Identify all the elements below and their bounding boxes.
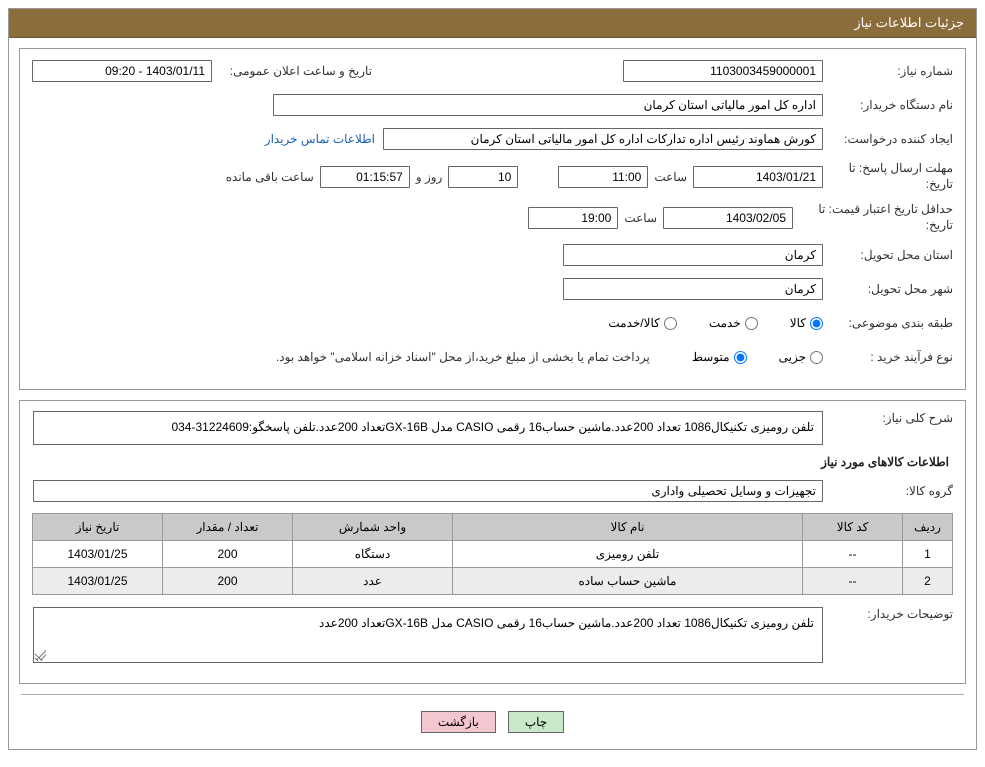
days-label: روز و bbox=[416, 170, 443, 184]
radio-goods-service[interactable]: کالا/خدمت bbox=[608, 316, 676, 330]
reply-hour: 11:00 bbox=[558, 166, 648, 188]
items-section-title: اطلاعات کالاهای مورد نیاز bbox=[32, 455, 949, 469]
purchase-type-label: نوع فرآیند خرید : bbox=[823, 350, 953, 364]
cell-unit: دستگاه bbox=[293, 541, 453, 568]
cell-row: 1 bbox=[903, 541, 953, 568]
contact-link[interactable]: اطلاعات تماس خریدار bbox=[265, 132, 375, 146]
overall-desc-value: تلفن رومیزی تکنیکال1086 تعداد 200عدد.ماش… bbox=[33, 411, 823, 445]
time-remaining: 01:15:57 bbox=[320, 166, 410, 188]
overall-desc-label: شرح کلی نیاز: bbox=[823, 411, 953, 425]
th-date: تاریخ نیاز bbox=[33, 514, 163, 541]
need-no-label: شماره نیاز: bbox=[823, 64, 953, 78]
city-value: کرمان bbox=[563, 278, 823, 300]
details-panel: شرح کلی نیاز: تلفن رومیزی تکنیکال1086 تع… bbox=[19, 400, 966, 684]
radio-small[interactable]: جزیی bbox=[779, 350, 823, 364]
requester-value: کورش هماوند رئیس اداره تدارکات اداره کل … bbox=[383, 128, 823, 150]
group-label: گروه کالا: bbox=[823, 484, 953, 498]
buyer-label: نام دستگاه خریدار: bbox=[823, 98, 953, 112]
category-label: طبقه بندی موضوعی: bbox=[823, 316, 953, 330]
cell-code: -- bbox=[803, 568, 903, 595]
remain-label: ساعت باقی مانده bbox=[226, 170, 314, 184]
cell-name: تلفن رومیزی bbox=[453, 541, 803, 568]
radio-goods-input[interactable] bbox=[810, 317, 823, 330]
radio-small-input[interactable] bbox=[810, 351, 823, 364]
footer-divider bbox=[21, 694, 964, 695]
hour-label-2: ساعت bbox=[624, 211, 657, 225]
radio-service[interactable]: خدمت bbox=[709, 316, 758, 330]
price-valid-date: 1403/02/05 bbox=[663, 207, 793, 229]
back-button[interactable]: بازگشت bbox=[421, 711, 496, 733]
items-table-wrap: ردیف کد کالا نام کالا واحد شمارش تعداد /… bbox=[32, 513, 953, 595]
items-table: ردیف کد کالا نام کالا واحد شمارش تعداد /… bbox=[32, 513, 953, 595]
page-title-bar: جزئیات اطلاعات نیاز bbox=[9, 9, 976, 38]
print-button[interactable]: چاپ bbox=[508, 711, 564, 733]
radio-service-input[interactable] bbox=[745, 317, 758, 330]
buyer-value: اداره کل امور مالیاتی استان کرمان bbox=[273, 94, 823, 116]
page-title: جزئیات اطلاعات نیاز bbox=[854, 15, 964, 30]
purchase-type-radio-group: جزیی متوسط bbox=[664, 350, 823, 364]
main-frame: جزئیات اطلاعات نیاز شماره نیاز: 11030034… bbox=[8, 8, 977, 750]
th-unit: واحد شمارش bbox=[293, 514, 453, 541]
announce-label: تاریخ و ساعت اعلان عمومی: bbox=[212, 64, 372, 78]
announce-value: 1403/01/11 - 09:20 bbox=[32, 60, 212, 82]
radio-goods-service-input[interactable] bbox=[664, 317, 677, 330]
hour-label-1: ساعت bbox=[654, 170, 687, 184]
info-panel: شماره نیاز: 1103003459000001 تاریخ و ساع… bbox=[19, 48, 966, 390]
th-row: ردیف bbox=[903, 514, 953, 541]
requester-label: ایجاد کننده درخواست: bbox=[823, 132, 953, 146]
th-name: نام کالا bbox=[453, 514, 803, 541]
cell-name: ماشین حساب ساده bbox=[453, 568, 803, 595]
radio-medium-input[interactable] bbox=[734, 351, 747, 364]
province-label: استان محل تحویل: bbox=[823, 248, 953, 262]
table-row: 1 -- تلفن رومیزی دستگاه 200 1403/01/25 bbox=[33, 541, 953, 568]
price-valid-label: حداقل تاریخ اعتبار قیمت: تا تاریخ: bbox=[793, 202, 953, 233]
cell-date: 1403/01/25 bbox=[33, 541, 163, 568]
cell-date: 1403/01/25 bbox=[33, 568, 163, 595]
city-label: شهر محل تحویل: bbox=[823, 282, 953, 296]
need-no-value: 1103003459000001 bbox=[623, 60, 823, 82]
price-valid-hour: 19:00 bbox=[528, 207, 618, 229]
button-row: چاپ بازگشت bbox=[9, 701, 976, 749]
buyer-note-label: توضیحات خریدار: bbox=[823, 607, 953, 621]
th-code: کد کالا bbox=[803, 514, 903, 541]
table-row: 2 -- ماشین حساب ساده عدد 200 1403/01/25 bbox=[33, 568, 953, 595]
category-radio-group: کالا خدمت کالا/خدمت bbox=[580, 316, 823, 330]
reply-date: 1403/01/21 bbox=[693, 166, 823, 188]
radio-medium[interactable]: متوسط bbox=[692, 350, 747, 364]
cell-qty: 200 bbox=[163, 568, 293, 595]
th-qty: تعداد / مقدار bbox=[163, 514, 293, 541]
cell-code: -- bbox=[803, 541, 903, 568]
cell-row: 2 bbox=[903, 568, 953, 595]
group-value: تجهیزات و وسایل تحصیلی واداری bbox=[33, 480, 823, 502]
buyer-note-value[interactable]: تلفن رومیزی تکنیکال1086 تعداد 200عدد.ماش… bbox=[33, 607, 823, 663]
cell-qty: 200 bbox=[163, 541, 293, 568]
purchase-note: پرداخت تمام یا بخشی از مبلغ خرید،از محل … bbox=[276, 350, 650, 364]
reply-deadline-label: مهلت ارسال پاسخ: تا تاریخ: bbox=[823, 161, 953, 192]
radio-goods[interactable]: کالا bbox=[790, 316, 823, 330]
days-remaining: 10 bbox=[448, 166, 518, 188]
cell-unit: عدد bbox=[293, 568, 453, 595]
province-value: کرمان bbox=[563, 244, 823, 266]
